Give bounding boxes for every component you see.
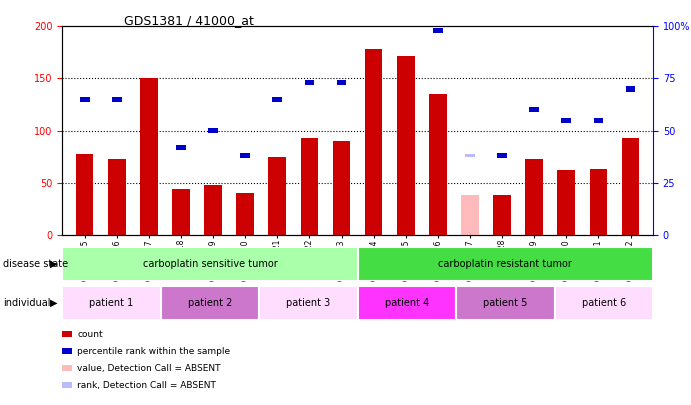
Text: patient 2: patient 2 xyxy=(188,298,232,308)
Text: count: count xyxy=(77,330,103,339)
Text: patient 6: patient 6 xyxy=(582,298,626,308)
Text: rank, Detection Call = ABSENT: rank, Detection Call = ABSENT xyxy=(77,381,216,390)
Text: carboplatin resistant tumor: carboplatin resistant tumor xyxy=(438,259,572,269)
Bar xyxy=(622,138,639,235)
Bar xyxy=(305,80,314,85)
Bar xyxy=(397,55,415,235)
Text: percentile rank within the sample: percentile rank within the sample xyxy=(77,347,231,356)
Text: patient 4: patient 4 xyxy=(385,298,429,308)
Bar xyxy=(464,154,475,157)
Text: carboplatin sensitive tumor: carboplatin sensitive tumor xyxy=(142,259,277,269)
Bar xyxy=(62,286,160,320)
Bar xyxy=(205,185,222,235)
Bar xyxy=(498,153,507,158)
Bar xyxy=(79,97,90,102)
Bar xyxy=(461,195,479,235)
Bar xyxy=(160,286,259,320)
Bar xyxy=(259,286,358,320)
Bar xyxy=(369,13,379,19)
Bar xyxy=(433,28,443,33)
Bar xyxy=(144,13,153,19)
Bar xyxy=(562,117,571,123)
Bar xyxy=(176,145,186,150)
Bar xyxy=(172,189,190,235)
Bar xyxy=(240,153,250,158)
Bar xyxy=(365,49,383,235)
Bar xyxy=(112,97,122,102)
Bar xyxy=(236,193,254,235)
Text: patient 3: patient 3 xyxy=(286,298,330,308)
Bar xyxy=(272,97,282,102)
Bar xyxy=(525,159,543,235)
Bar xyxy=(401,3,410,8)
Bar xyxy=(358,286,456,320)
Bar xyxy=(332,141,350,235)
Text: disease state: disease state xyxy=(3,259,68,269)
Text: ▶: ▶ xyxy=(50,259,57,269)
Bar xyxy=(429,94,446,235)
Bar xyxy=(76,153,93,235)
Bar xyxy=(108,159,126,235)
Text: patient 1: patient 1 xyxy=(89,298,133,308)
Text: value, Detection Call = ABSENT: value, Detection Call = ABSENT xyxy=(77,364,221,373)
Bar xyxy=(558,170,575,235)
Bar xyxy=(140,79,158,235)
Bar xyxy=(594,117,603,123)
Text: GDS1381 / 41000_at: GDS1381 / 41000_at xyxy=(124,14,254,27)
Bar xyxy=(358,247,653,281)
Text: patient 5: patient 5 xyxy=(483,298,527,308)
Bar xyxy=(493,195,511,235)
Bar xyxy=(589,169,607,235)
Bar xyxy=(456,286,554,320)
Bar xyxy=(337,80,346,85)
Bar xyxy=(208,128,218,133)
Text: individual: individual xyxy=(3,298,51,308)
Bar xyxy=(269,157,286,235)
Bar xyxy=(62,247,358,281)
Bar xyxy=(301,138,319,235)
Bar xyxy=(529,107,539,112)
Text: ▶: ▶ xyxy=(50,298,57,308)
Bar xyxy=(625,86,636,92)
Bar xyxy=(555,286,653,320)
